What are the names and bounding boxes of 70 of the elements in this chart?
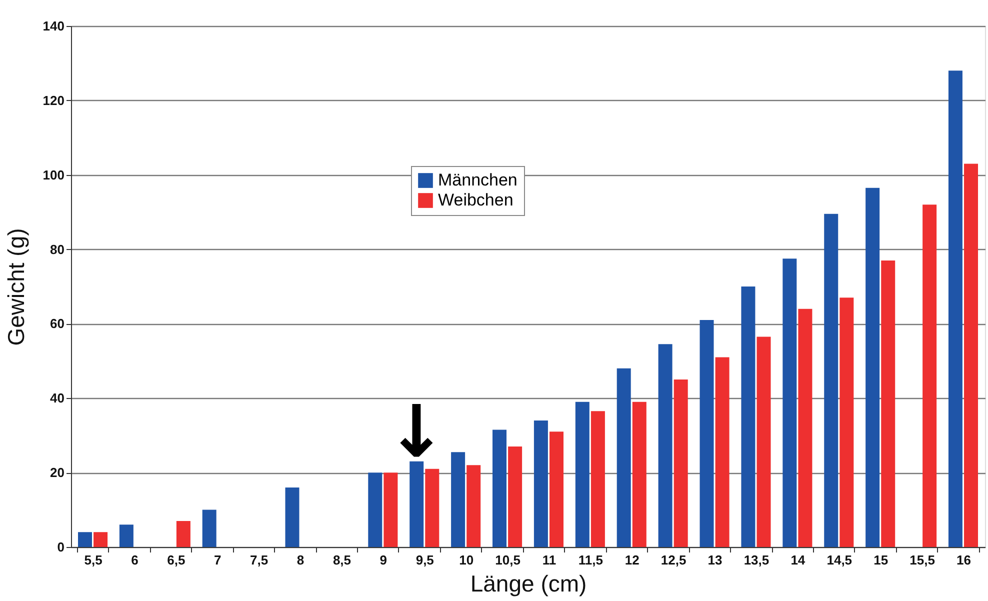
bar [384,472,398,547]
bar [824,214,838,547]
bar [756,336,771,547]
x-tick-label: 6 [131,552,138,568]
x-tick-label: 7,5 [250,552,268,568]
y-tick-label: 60 [50,316,64,332]
x-tick-label: 5,5 [84,552,102,568]
y-tick-label: 80 [50,242,64,257]
x-tick-label: 11 [542,552,556,568]
bar [700,320,714,547]
bar [119,524,134,547]
bar [534,420,548,547]
bar [368,472,382,547]
y-tick-label: 120 [42,92,64,108]
x-tick-label: 14 [790,552,806,568]
legend-label: Männchen [438,170,518,190]
x-tick-label: 16 [956,552,971,568]
x-tick-label: 13 [708,552,722,568]
bar [964,164,978,547]
bar [466,465,481,547]
x-tick-label: 10 [459,552,474,568]
bar [78,532,92,547]
y-tick-label: 40 [50,390,64,406]
bar [451,452,466,547]
x-tick-label: 10,5 [495,552,520,568]
bar [285,487,300,547]
bar [410,461,424,547]
bar [922,204,937,547]
x-tick-label: 9,5 [416,552,434,568]
y-tick-label: 100 [42,167,64,182]
bar [715,357,730,547]
bar [492,430,506,547]
bar [616,368,631,547]
bar [590,411,605,547]
x-axis-title: Länge (cm) [470,570,587,596]
x-tick-label: 8 [296,552,304,568]
bar [658,344,672,547]
bar [550,432,564,547]
bar [632,402,646,547]
bar [202,510,216,547]
bar [948,70,962,547]
y-tick-label: 140 [42,18,64,34]
y-tick-label: 0 [57,540,64,554]
bar [176,520,190,547]
bar [674,380,688,547]
bar [840,298,854,547]
annotation: ↓ [386,389,447,474]
x-tick-label: 9 [380,552,388,568]
bar [741,286,756,547]
legend-label: Weibchen [438,190,514,210]
bar [866,188,880,547]
bar [508,446,522,547]
x-tick-label: 14,5 [826,552,852,568]
x-tick-label: 6,5 [167,552,186,568]
y-axis-title: Gewicht (g) [2,228,29,346]
bar [575,402,590,547]
x-tick-label: 8,5 [332,552,352,568]
x-tick-label: 13,5 [744,552,770,568]
x-tick-label: 11,5 [578,552,603,568]
bar [425,468,440,547]
x-tick-label: 15,5 [910,552,935,568]
bar [798,308,812,547]
x-tick-label: 15 [874,552,888,568]
x-tick-label: 7 [214,552,222,568]
bar [881,260,896,547]
x-tick-label: 12,5 [660,552,686,568]
x-tick-label: 12 [624,552,640,568]
y-tick-label: 20 [50,465,64,480]
bar [782,258,797,547]
bar [94,532,108,547]
